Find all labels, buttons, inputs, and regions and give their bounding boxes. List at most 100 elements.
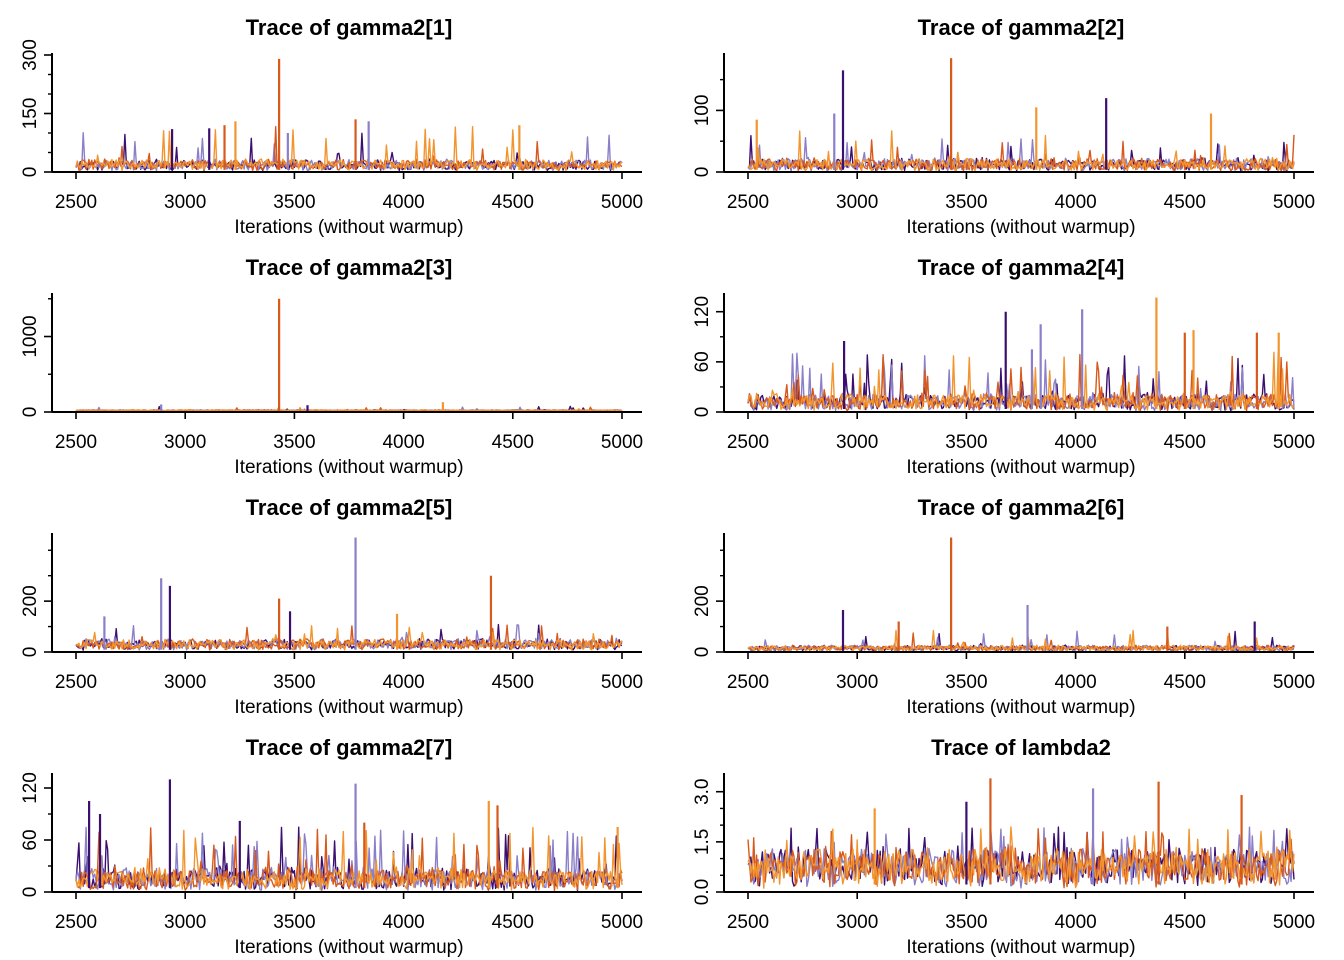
y-tick-label: 1.5	[692, 829, 713, 855]
y-tick-label: 3.0	[692, 779, 713, 805]
panel-title: Trace of gamma2[1]	[246, 15, 453, 40]
y-tick-label: 120	[20, 772, 41, 804]
chain-3-trace	[75, 827, 623, 892]
x-tick-label: 2500	[727, 912, 769, 933]
panel-title: Trace of gamma2[2]	[918, 15, 1125, 40]
x-tick-label: 3000	[836, 432, 878, 453]
x-tick-label: 5000	[1273, 912, 1315, 933]
x-tick-label: 4000	[1054, 672, 1096, 693]
chain-4-trace	[75, 406, 623, 412]
x-tick-label: 4000	[382, 672, 424, 693]
x-tick-label: 5000	[1273, 432, 1315, 453]
x-axis-label: Iterations (without warmup)	[906, 937, 1135, 958]
trace-lines	[75, 298, 623, 412]
panel-title: Trace of gamma2[7]	[246, 735, 453, 760]
x-tick-label: 3000	[164, 672, 206, 693]
trace-lines	[747, 537, 1295, 652]
x-tick-label: 5000	[1273, 672, 1315, 693]
x-tick-label: 2500	[55, 432, 97, 453]
x-axis-label: Iterations (without warmup)	[234, 697, 463, 718]
x-tick-label: 4500	[492, 912, 534, 933]
y-tick-label: 300	[20, 39, 41, 71]
x-tick-label: 5000	[601, 192, 643, 213]
x-tick-label: 4000	[382, 912, 424, 933]
trace-panel-5: Trace of gamma2[5] 2500 3000 3500 4000 4500 50…	[20, 495, 643, 718]
panel-title: Trace of lambda2	[931, 735, 1111, 760]
y-tick-label: 60	[692, 351, 713, 372]
x-tick-label: 3000	[164, 192, 206, 213]
x-tick-label: 3500	[273, 192, 315, 213]
chain-4-trace	[747, 351, 1295, 411]
x-tick-label: 4500	[1164, 432, 1206, 453]
trace-lines	[747, 297, 1295, 412]
x-tick-label: 4000	[382, 192, 424, 213]
y-tick-label: 120	[692, 296, 713, 328]
x-tick-label: 3500	[945, 432, 987, 453]
y-tick-label: 100	[692, 95, 713, 127]
x-tick-label: 2500	[55, 672, 97, 693]
x-axis-label: Iterations (without warmup)	[234, 937, 463, 958]
trace-panel-6: Trace of gamma2[6] 2500 3000 3500 4000 4500 50…	[692, 495, 1315, 718]
x-axis-label: Iterations (without warmup)	[234, 457, 463, 478]
y-tick-label: 0	[20, 647, 41, 658]
trace-panel-7: Trace of gamma2[7] 2500 3000 3500 4000 4500 50…	[20, 735, 643, 958]
x-tick-label: 5000	[601, 432, 643, 453]
x-axis-label: Iterations (without warmup)	[906, 697, 1135, 718]
x-tick-label: 3500	[945, 192, 987, 213]
trace-lines	[75, 779, 623, 892]
chain-4-trace	[75, 625, 623, 651]
chain-3-trace	[747, 828, 1295, 889]
x-tick-label: 3000	[836, 912, 878, 933]
y-tick-label: 1000	[20, 315, 41, 357]
y-tick-label: 0	[692, 407, 713, 418]
trace-lines	[75, 537, 623, 651]
trace-panel-3: Trace of gamma2[3] 2500 3000 3500 4000 4500 50…	[20, 255, 643, 478]
x-tick-label: 4500	[1164, 192, 1206, 213]
trace-lines	[747, 778, 1295, 889]
x-axis-label: Iterations (without warmup)	[906, 217, 1135, 238]
y-tick-label: 0	[20, 887, 41, 898]
x-axis-label: Iterations (without warmup)	[906, 457, 1135, 478]
chain-4-trace	[747, 629, 1295, 652]
x-tick-label: 2500	[55, 192, 97, 213]
x-tick-label: 3500	[945, 672, 987, 693]
y-tick-label: 0	[692, 167, 713, 178]
chain-3-trace	[747, 632, 1295, 652]
chain-4-trace	[747, 826, 1295, 889]
x-tick-label: 5000	[601, 672, 643, 693]
x-tick-label: 3500	[945, 912, 987, 933]
y-tick-label: 60	[20, 829, 41, 850]
trace-panel-8: Trace of lambda2 2500 3000 3500 4000 4500 5000…	[692, 735, 1315, 958]
panel-title: Trace of gamma2[3]	[246, 255, 453, 280]
y-tick-label: 0	[20, 167, 41, 178]
x-tick-label: 3500	[273, 432, 315, 453]
x-tick-label: 3500	[273, 672, 315, 693]
y-tick-label: 200	[20, 585, 41, 617]
x-tick-label: 4500	[492, 432, 534, 453]
x-tick-label: 4500	[492, 672, 534, 693]
x-tick-label: 5000	[601, 912, 643, 933]
panel-title: Trace of gamma2[6]	[918, 495, 1125, 520]
x-tick-label: 5000	[1273, 192, 1315, 213]
x-tick-label: 2500	[727, 672, 769, 693]
x-tick-label: 4500	[1164, 672, 1206, 693]
trace-panel-1: Trace of gamma2[1]2500 3000 3500 4000 4500 50…	[20, 15, 643, 238]
x-tick-label: 3000	[164, 912, 206, 933]
x-tick-label: 4500	[492, 192, 534, 213]
y-tick-label: 0	[20, 407, 41, 418]
x-tick-label: 3000	[164, 432, 206, 453]
x-tick-label: 3000	[836, 192, 878, 213]
panel-title: Trace of gamma2[4]	[918, 255, 1125, 280]
x-tick-label: 4000	[1054, 912, 1096, 933]
x-tick-label: 2500	[55, 912, 97, 933]
y-tick-label: 150	[20, 98, 41, 130]
y-tick-label: 0	[692, 647, 713, 658]
x-tick-label: 4000	[1054, 192, 1096, 213]
chain-4-trace	[747, 130, 1295, 172]
y-tick-label: 0.0	[692, 879, 713, 905]
x-tick-label: 2500	[727, 432, 769, 453]
x-tick-label: 3500	[273, 912, 315, 933]
panel-title: Trace of gamma2[5]	[246, 495, 453, 520]
x-axis-label: Iterations (without warmup)	[234, 217, 463, 238]
